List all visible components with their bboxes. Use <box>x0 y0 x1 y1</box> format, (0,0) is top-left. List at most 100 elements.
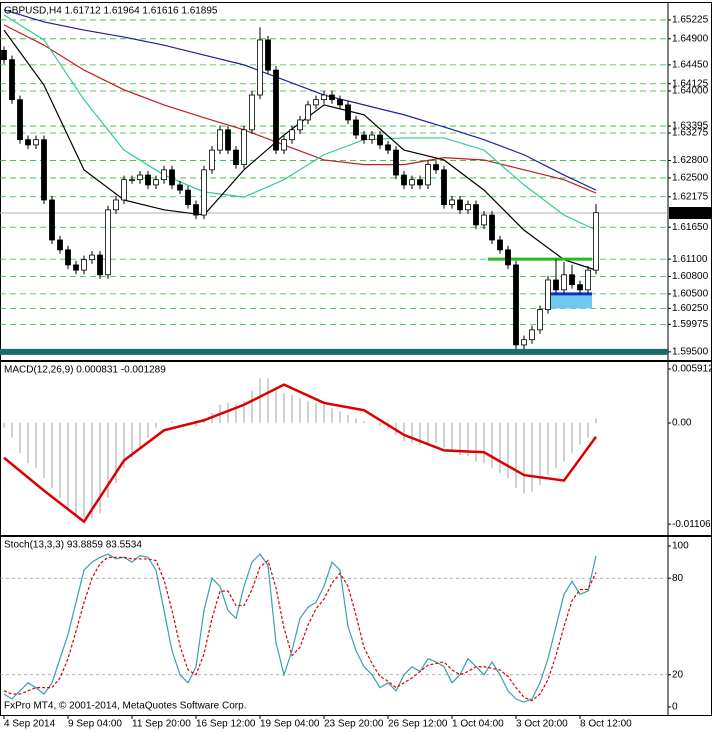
candle-body <box>545 279 551 310</box>
y-tick-label: 1.64900 <box>672 33 709 44</box>
candle-body <box>369 134 375 141</box>
y-tick-label: 0.00 <box>672 418 692 429</box>
y-tick-label: 1.60800 <box>672 271 709 282</box>
y-tick-label: 0 <box>672 702 678 713</box>
y-tick-label: 0.005912 <box>672 364 712 375</box>
candle-body <box>185 189 191 206</box>
candle-body <box>481 214 487 226</box>
support-band <box>0 348 668 355</box>
candle-body <box>513 264 519 346</box>
x-tick-label: 11 Sep 20:00 <box>132 719 191 730</box>
candle-body <box>377 134 383 146</box>
last-price-box <box>669 207 712 220</box>
candle-body <box>137 174 143 181</box>
candle-body <box>97 254 103 276</box>
x-tick-label: 26 Sep 12:00 <box>388 719 448 730</box>
stoch-line <box>3 556 597 702</box>
candle-body <box>113 199 119 211</box>
candle-body <box>289 129 295 141</box>
moving-average <box>3 24 597 194</box>
y-tick-label: 1.63275 <box>672 128 709 139</box>
candle-body <box>505 249 511 266</box>
candle-body <box>49 199 55 241</box>
candle-body <box>281 139 287 151</box>
candle-body <box>529 329 535 341</box>
candle-body <box>65 249 71 266</box>
candle-body <box>561 274 567 291</box>
candle-body <box>177 184 183 191</box>
candle-body <box>57 239 63 251</box>
y-tick-label: 1.63395 <box>672 121 709 132</box>
candle-body <box>465 204 471 211</box>
candle-body <box>265 39 271 71</box>
candle-body <box>169 169 175 186</box>
moving-average <box>3 14 597 231</box>
candle-body <box>225 129 231 151</box>
candle-body <box>129 179 135 182</box>
x-tick-label: 16 Sep 12:00 <box>196 719 256 730</box>
candle-body <box>337 99 343 106</box>
panel-title: GBPUSD,H4 1.61712 1.61964 1.61616 1.6189… <box>4 6 218 17</box>
candle-body <box>161 169 167 181</box>
candle-body <box>297 119 303 131</box>
candle-body <box>393 149 399 176</box>
y-tick-label: 1.60250 <box>672 303 709 314</box>
candle-body <box>305 104 311 121</box>
y-tick-label: 1.62500 <box>672 173 709 184</box>
x-tick-label: 23 Sep 20:00 <box>324 719 384 730</box>
candle-body <box>217 129 223 151</box>
candle-body <box>521 339 527 346</box>
candle-body <box>193 204 199 216</box>
candle-body <box>41 139 47 201</box>
y-tick-label: 1.60500 <box>672 289 709 300</box>
candle-body <box>577 284 583 291</box>
candle-body <box>241 129 247 166</box>
candle-body <box>257 39 263 96</box>
candle-body <box>385 144 391 151</box>
candle-body <box>585 269 591 291</box>
candle-body <box>457 199 463 211</box>
candle-body <box>433 164 439 171</box>
y-tick-label: -0.011069 <box>672 519 712 530</box>
candle-body <box>409 179 415 186</box>
moving-average <box>3 9 597 191</box>
candle-body <box>73 264 79 271</box>
y-tick-label: 1.59500 <box>672 347 709 358</box>
candle-body <box>497 239 503 251</box>
candle-body <box>313 99 319 106</box>
panel-title: MACD(12,26,9) 0.000831 -0.001289 <box>4 365 166 376</box>
y-tick-label: 1.61100 <box>672 254 708 265</box>
candle-body <box>553 279 559 291</box>
y-tick-label: 1.61650 <box>672 222 709 233</box>
candle-body <box>273 69 279 151</box>
y-tick-label: 1.62175 <box>672 191 709 202</box>
candle-body <box>489 214 495 241</box>
candle-body <box>89 254 95 261</box>
x-tick-label: 19 Sep 04:00 <box>260 719 320 730</box>
candle-body <box>249 94 255 131</box>
candle-body <box>201 169 207 216</box>
x-tick-label: 3 Oct 20:00 <box>516 719 568 730</box>
y-tick-label: 1.64450 <box>672 60 709 71</box>
candle-body <box>537 309 543 331</box>
candle-body <box>1 49 7 61</box>
stoch-line <box>3 553 597 703</box>
last-price-label: 1.61895 <box>672 208 709 219</box>
candle-body <box>153 179 159 186</box>
y-tick-label: 1.64125 <box>672 78 709 89</box>
x-tick-label: 4 Sep 2014 <box>4 719 56 730</box>
panel-title: Stoch(13,3,3) 93.8859 83.5534 <box>4 540 142 551</box>
candle-body <box>401 174 407 186</box>
zone <box>548 293 592 309</box>
candle-body <box>105 209 111 276</box>
candle-body <box>473 204 479 226</box>
y-tick-label: 1.59975 <box>672 319 709 330</box>
candle-body <box>353 119 359 136</box>
candle-body <box>329 94 335 101</box>
moving-average <box>3 29 597 271</box>
signal-line <box>3 383 598 524</box>
candle-body <box>33 139 39 146</box>
candle-body <box>9 59 15 101</box>
candle-body <box>209 149 215 171</box>
